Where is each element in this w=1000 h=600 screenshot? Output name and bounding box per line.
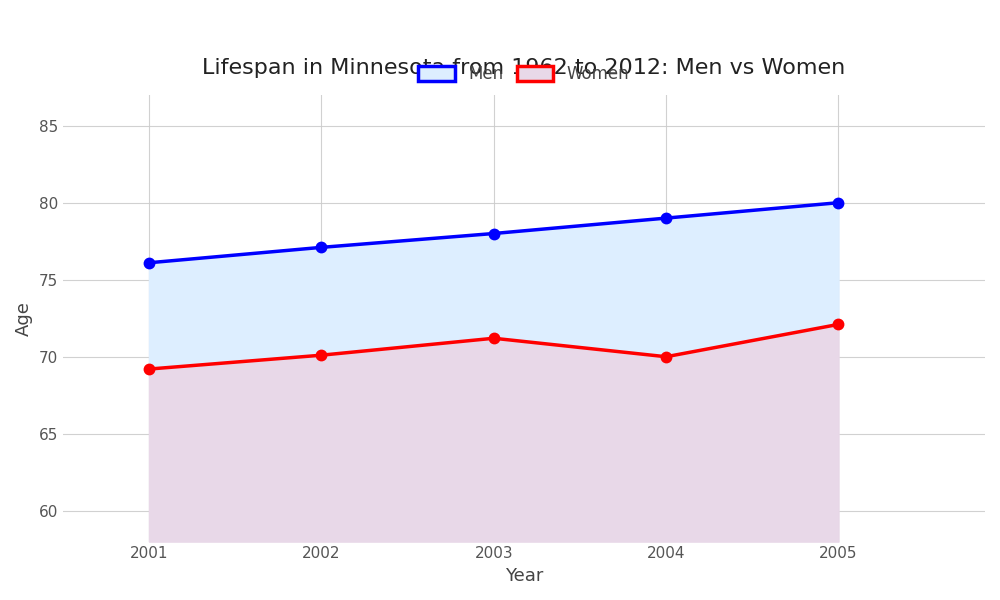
- Y-axis label: Age: Age: [15, 301, 33, 335]
- Title: Lifespan in Minnesota from 1962 to 2012: Men vs Women: Lifespan in Minnesota from 1962 to 2012:…: [202, 58, 846, 78]
- Legend: Men, Women: Men, Women: [412, 59, 636, 90]
- X-axis label: Year: Year: [505, 567, 543, 585]
